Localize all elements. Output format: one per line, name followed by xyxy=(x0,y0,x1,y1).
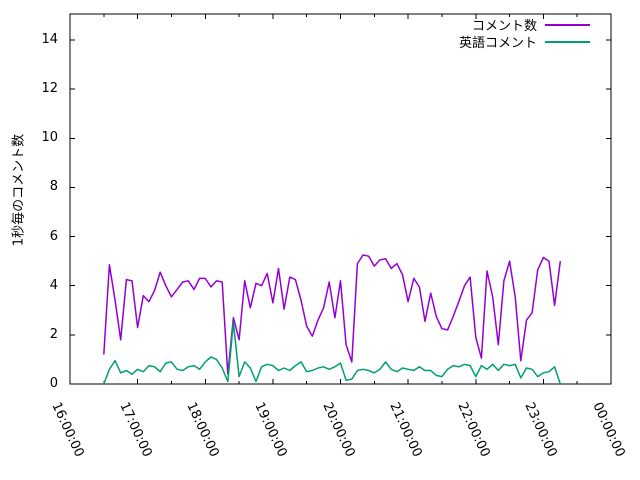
series-line-english xyxy=(103,321,562,385)
series-line-comments xyxy=(103,254,562,375)
y-tick-label: 0 xyxy=(49,376,58,391)
legend-row-english: 英語コメント xyxy=(458,33,590,51)
y-tick-label: 6 xyxy=(49,228,58,244)
y-tick-label: 8 xyxy=(49,179,58,195)
legend: コメント数 英語コメント xyxy=(458,16,590,51)
y-tick-label: 14 xyxy=(41,32,58,48)
y-tick-label: 4 xyxy=(49,277,58,293)
legend-label-comments: コメント数 xyxy=(471,19,537,34)
plot-frame xyxy=(69,13,612,385)
legend-line-comments-icon xyxy=(545,23,590,26)
y-tick-label: 2 xyxy=(49,326,58,342)
legend-label-english: 英語コメント xyxy=(458,36,537,51)
legend-line-english-icon xyxy=(545,40,590,43)
y-tick-label: 12 xyxy=(41,81,58,97)
y-tick-label: 10 xyxy=(41,130,58,146)
legend-row-comments: コメント数 xyxy=(459,16,590,34)
